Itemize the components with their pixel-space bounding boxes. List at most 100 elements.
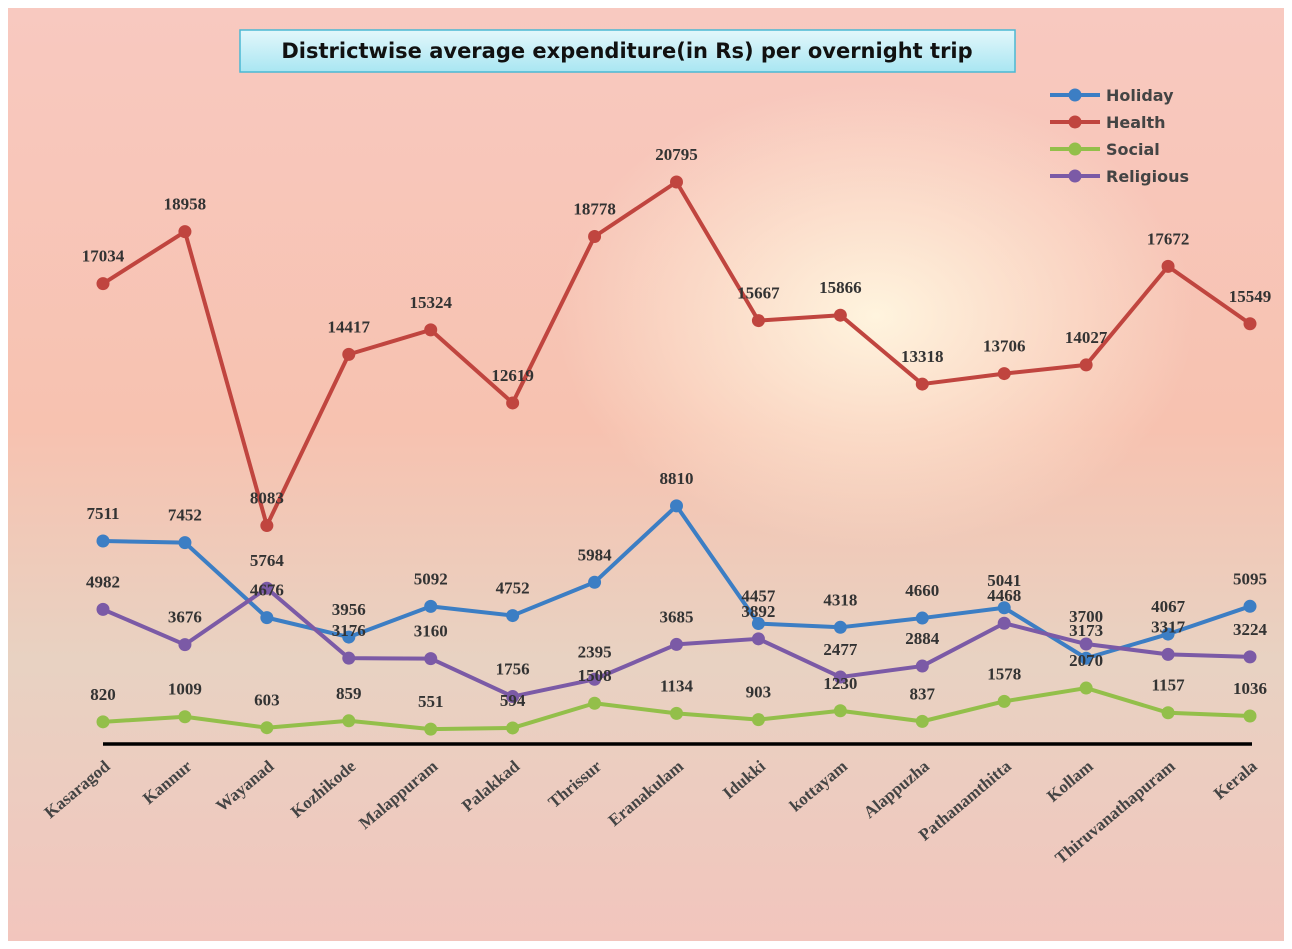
data-point <box>588 575 602 589</box>
legend-label: Social <box>1106 140 1160 159</box>
data-point <box>1243 599 1257 613</box>
data-label: 4457 <box>741 587 776 606</box>
data-point <box>506 396 520 410</box>
data-point <box>670 499 683 513</box>
data-label: 3224 <box>1233 620 1268 639</box>
data-point <box>178 225 192 239</box>
data-point <box>260 519 274 533</box>
data-point <box>1079 681 1093 695</box>
data-point <box>1161 647 1175 661</box>
data-label: 903 <box>746 683 772 702</box>
data-point <box>833 670 847 684</box>
legend-marker <box>1068 169 1082 183</box>
data-point <box>506 721 520 735</box>
legend-label: Holiday <box>1106 86 1174 105</box>
legend-marker <box>1068 115 1082 129</box>
data-point <box>751 314 765 328</box>
data-point <box>833 704 847 718</box>
data-label: 4468 <box>987 586 1021 605</box>
data-label: 5764 <box>250 551 285 570</box>
data-point <box>1079 358 1093 372</box>
data-point <box>833 620 847 634</box>
data-point <box>96 715 110 729</box>
data-label: 5095 <box>1233 569 1267 588</box>
data-point <box>424 323 438 337</box>
data-point <box>96 602 110 616</box>
data-label: 3317 <box>1151 617 1186 636</box>
data-label: 3676 <box>168 608 202 627</box>
data-point <box>1243 317 1257 331</box>
data-label: 1134 <box>660 676 694 695</box>
data-label: 2884 <box>905 629 940 648</box>
data-point <box>670 706 683 720</box>
data-label: 3892 <box>741 602 775 621</box>
data-label: 14027 <box>1065 328 1108 347</box>
data-point <box>670 175 683 189</box>
data-point <box>506 609 520 623</box>
data-label: 17672 <box>1147 229 1190 248</box>
data-label: 1036 <box>1233 679 1267 698</box>
data-label: 4067 <box>1151 597 1186 616</box>
data-label: 1578 <box>987 664 1021 683</box>
data-label: 3173 <box>1069 621 1103 640</box>
data-point <box>424 652 438 666</box>
data-label: 3160 <box>414 622 448 641</box>
data-point <box>997 367 1011 381</box>
data-point <box>178 638 192 652</box>
data-point <box>1161 259 1175 273</box>
data-label: 18958 <box>164 195 207 214</box>
data-point <box>424 599 438 613</box>
data-point <box>342 714 356 728</box>
data-label: 551 <box>418 692 444 711</box>
data-label: 859 <box>336 684 362 703</box>
data-label: 5092 <box>414 569 448 588</box>
data-point <box>915 714 929 728</box>
legend-marker <box>1068 88 1082 102</box>
data-point <box>751 713 765 727</box>
data-label: 4660 <box>905 581 939 600</box>
data-label: 1157 <box>1152 676 1186 695</box>
data-label: 8810 <box>660 469 694 488</box>
data-point <box>342 630 356 644</box>
data-point <box>751 632 765 646</box>
data-point <box>833 308 847 322</box>
data-point <box>1161 627 1175 641</box>
data-label: 3176 <box>332 621 366 640</box>
data-label: 13318 <box>901 347 944 366</box>
data-point <box>260 721 274 735</box>
background-glow <box>8 8 1284 941</box>
data-label: 603 <box>254 691 280 710</box>
data-point <box>96 277 110 291</box>
data-point <box>506 690 520 704</box>
data-point <box>670 637 683 651</box>
data-label: 15866 <box>819 278 862 297</box>
data-point <box>178 536 192 550</box>
data-label: 2477 <box>823 640 858 659</box>
data-point <box>1243 709 1257 723</box>
data-point <box>1079 637 1093 651</box>
data-point <box>915 611 929 625</box>
data-point <box>1079 651 1093 665</box>
data-label: 14417 <box>328 317 371 336</box>
data-point <box>588 672 602 686</box>
data-point <box>342 347 356 361</box>
data-label: 2070 <box>1069 651 1103 670</box>
data-point <box>997 694 1011 708</box>
data-point <box>342 651 356 665</box>
data-label: 15324 <box>409 293 452 312</box>
data-label: 18778 <box>573 200 616 219</box>
data-label: 820 <box>90 685 116 704</box>
data-point <box>260 611 274 625</box>
data-point <box>588 696 602 710</box>
data-label: 4982 <box>86 572 120 591</box>
data-label: 12619 <box>491 366 534 385</box>
chart-title: Districtwise average expenditure(in Rs) … <box>281 39 972 63</box>
data-point <box>588 230 602 244</box>
data-label: 20795 <box>655 145 698 164</box>
data-label: 3685 <box>660 607 694 626</box>
data-label: 4752 <box>496 579 530 598</box>
data-label: 3700 <box>1069 607 1103 626</box>
title-box <box>239 29 1016 73</box>
data-label: 8083 <box>250 489 284 508</box>
data-label: 5041 <box>987 571 1021 590</box>
